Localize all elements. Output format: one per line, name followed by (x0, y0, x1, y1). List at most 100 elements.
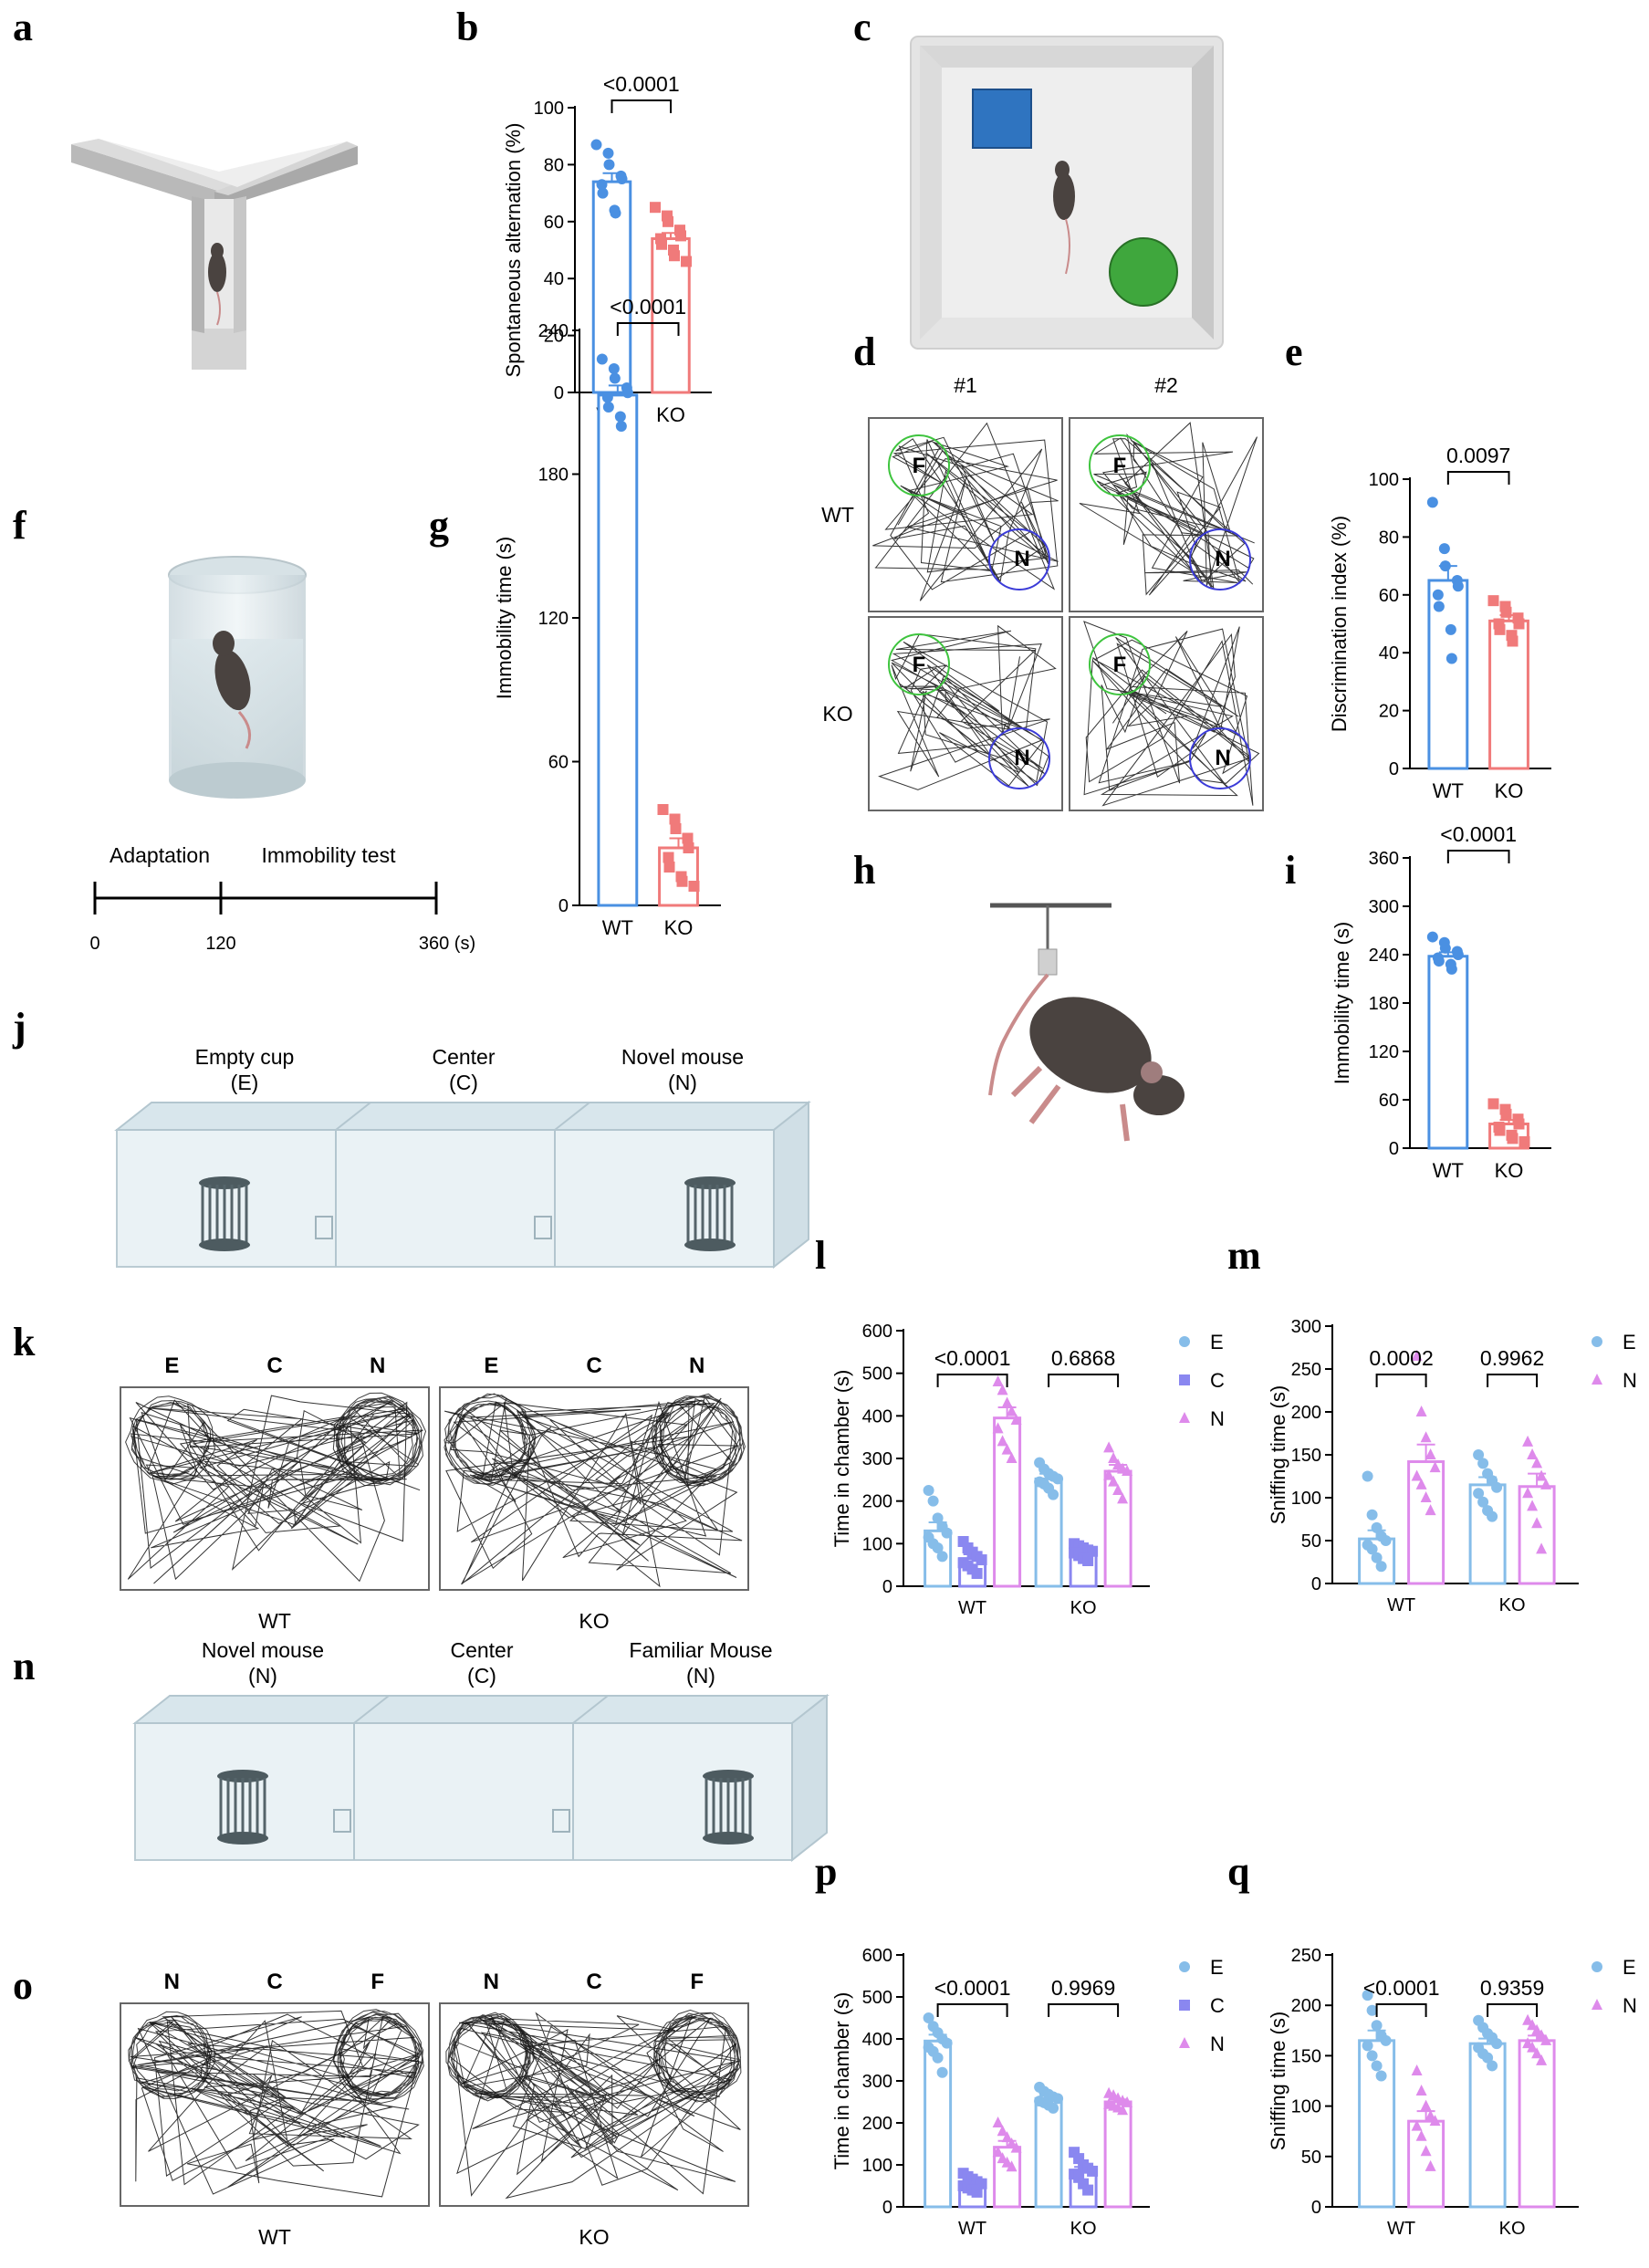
data-point (676, 875, 688, 887)
data-point (602, 402, 614, 413)
data-point (656, 238, 667, 250)
data-point (596, 179, 608, 191)
panel-letter-l: l (815, 1233, 826, 1278)
y-tick-label: 600 (862, 1946, 892, 1966)
data-point (1371, 2060, 1383, 2072)
data-point (932, 2052, 944, 2064)
data-point (1087, 2165, 1099, 2177)
cup-icon (217, 1770, 268, 1845)
data-point (1426, 931, 1438, 943)
y-tick-label: 50 (1301, 1531, 1321, 1552)
legend-label: N (1210, 2033, 1225, 2055)
data-point (1001, 1443, 1013, 1455)
y-tick-label: 300 (1369, 897, 1399, 917)
data-point (601, 392, 613, 403)
y-tick-label: 20 (544, 327, 564, 347)
data-point (1519, 1135, 1530, 1147)
x-tick-label: KO (1499, 2219, 1526, 2239)
box-top (132, 1695, 830, 1724)
data-point (1592, 1374, 1602, 1385)
legend-label: N (1623, 1369, 1637, 1392)
x-tick-label: KO (1499, 1595, 1526, 1615)
data-point (1513, 618, 1525, 630)
chamber-letter: E (164, 1353, 179, 1378)
legend-label: C (1210, 1994, 1225, 2017)
data-point (1531, 1457, 1543, 1468)
mouse-icon (1053, 161, 1075, 275)
data-point (608, 363, 620, 374)
cup-base (684, 1239, 736, 1251)
significance-bracket (1048, 2003, 1120, 2017)
significance-bracket (1446, 471, 1510, 485)
data-point (681, 256, 692, 267)
chamber-letter: N (370, 1353, 385, 1378)
object-zone-f (1089, 633, 1151, 695)
data-point (1052, 1473, 1064, 1485)
box-door (333, 1809, 351, 1833)
data-point (1507, 1133, 1519, 1144)
data-point (621, 387, 633, 399)
timeline-adaptation: Adaptation (110, 843, 210, 867)
data-point (1425, 1448, 1436, 1459)
x-tick-label: WT (1433, 779, 1464, 802)
panel-letter-j: j (12, 1005, 26, 1050)
data-point (1179, 2000, 1190, 2011)
significance-bracket (936, 1374, 1008, 1387)
data-point (997, 1384, 1008, 1395)
y-tick-label: 60 (1379, 586, 1399, 606)
data-point (683, 842, 694, 853)
object-zone-f (888, 633, 950, 695)
data-point (1491, 1481, 1503, 1493)
chart-i: 0 60 120 180 240 300 360 Immobility time (s) WT K… (1331, 822, 1551, 1182)
chamber-letter: C (586, 1353, 601, 1378)
data-point (1082, 1555, 1094, 1566)
data-point (976, 1554, 987, 1566)
data-point (932, 1542, 944, 1553)
data-point (1411, 2119, 1423, 2131)
box-divider-top (572, 1695, 609, 1724)
data-point (1087, 1545, 1099, 1557)
track-path (444, 1397, 743, 1588)
data-point (615, 421, 627, 432)
genotype-label: WT (258, 1609, 291, 1633)
data-point (1429, 1461, 1441, 1473)
zone-label-n: N (1215, 746, 1230, 770)
chart-g: 0 60 120 180 240 Immobility time (s) WT KO <0.00… (493, 295, 721, 939)
x-tick-label: WT (958, 1598, 986, 1618)
data-point (1592, 1336, 1602, 1347)
box-divider-top (335, 1102, 371, 1131)
legend-label: E (1623, 1956, 1636, 1979)
y-tick-label: 400 (862, 2030, 892, 2050)
significance-bracket (1375, 1374, 1427, 1387)
significance-bracket (616, 322, 680, 336)
data-point (1487, 1098, 1499, 1110)
genotype-label: KO (579, 2225, 609, 2249)
chart-m: 0 50 100 150 200 250 300 Sniffing time (s) WT 0.0… (1267, 1317, 1637, 1615)
track-ring (128, 2011, 215, 2099)
data-point (663, 862, 675, 873)
data-point (1487, 2060, 1498, 2072)
data-point (1487, 1510, 1498, 1522)
track-path (872, 422, 1059, 601)
object-zone-n (1189, 528, 1251, 591)
bar-ko-e (1468, 2042, 1507, 2209)
data-point (688, 881, 700, 892)
track-ring (651, 1393, 746, 1487)
data-point (1375, 1561, 1387, 1573)
box-divider-top (353, 1695, 390, 1724)
panel-letters: a b c d e f g h i j k l m n o p q (12, 5, 1303, 2008)
track-path (1079, 422, 1258, 596)
object-zone-n (988, 528, 1050, 591)
data-point (1366, 1543, 1378, 1555)
significance-label: 0.9359 (1480, 1976, 1544, 2000)
data-point (1425, 2109, 1436, 2121)
track-path (130, 2010, 421, 2198)
data-point (1179, 1412, 1190, 1423)
bar-ko-e (1468, 1483, 1507, 1585)
chamber-letter: C (266, 1353, 282, 1378)
data-point (1536, 1542, 1548, 1554)
zone-label-f: F (913, 653, 926, 677)
data-point (1500, 1108, 1512, 1120)
track-ring (652, 2009, 742, 2104)
